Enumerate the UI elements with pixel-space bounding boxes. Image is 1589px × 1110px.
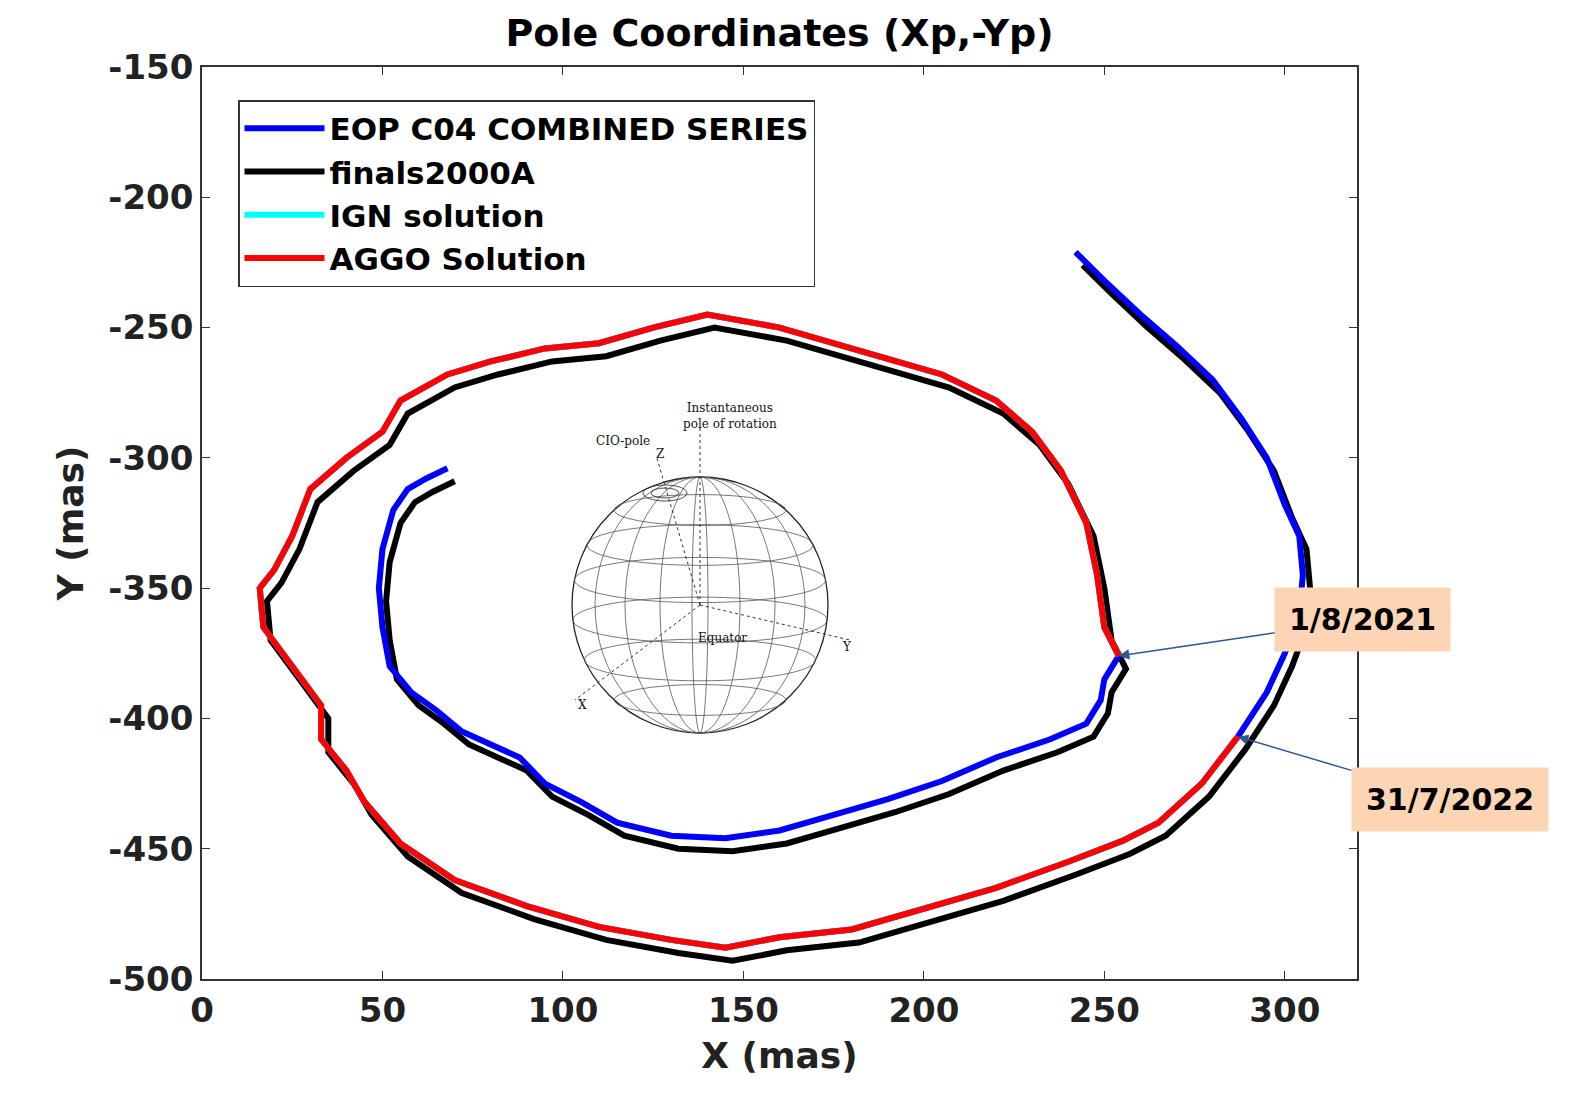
svg-text:Y (mas): Y (mas): [50, 446, 91, 602]
svg-text:-250: -250: [108, 307, 193, 347]
svg-text:finals2000A: finals2000A: [330, 155, 535, 191]
svg-text:150: 150: [708, 990, 779, 1030]
svg-text:EOP C04 COMBINED SERIES: EOP C04 COMBINED SERIES: [330, 111, 809, 147]
svg-text:100: 100: [527, 990, 598, 1030]
svg-text:-450: -450: [108, 829, 193, 869]
svg-text:-400: -400: [108, 698, 193, 738]
svg-text:-500: -500: [108, 959, 193, 999]
svg-text:CIO-pole: CIO-pole: [596, 434, 650, 448]
svg-text:300: 300: [1249, 990, 1320, 1030]
svg-text:Instantaneouspole of rotation: Instantaneouspole of rotation: [683, 401, 777, 431]
svg-text:X: X: [578, 698, 587, 712]
svg-text:Pole Coordinates (Xp,-Yp): Pole Coordinates (Xp,-Yp): [505, 11, 1053, 55]
svg-text:Z: Z: [656, 447, 664, 461]
svg-text:X (mas): X (mas): [701, 1035, 857, 1076]
svg-text:200: 200: [888, 990, 959, 1030]
svg-text:250: 250: [1069, 990, 1140, 1030]
svg-text:-200: -200: [108, 177, 193, 217]
svg-text:-350: -350: [108, 568, 193, 608]
svg-text:Y: Y: [842, 640, 852, 654]
svg-text:-150: -150: [108, 47, 193, 87]
svg-text:-300: -300: [108, 438, 193, 478]
svg-text:Equator: Equator: [698, 631, 747, 645]
svg-text:IGN solution: IGN solution: [330, 198, 545, 234]
svg-text:50: 50: [359, 990, 406, 1030]
svg-text:1/8/2021: 1/8/2021: [1289, 602, 1436, 637]
svg-text:AGGO Solution: AGGO Solution: [330, 241, 587, 277]
svg-text:31/7/2022: 31/7/2022: [1366, 782, 1534, 817]
svg-text:0: 0: [190, 990, 214, 1030]
